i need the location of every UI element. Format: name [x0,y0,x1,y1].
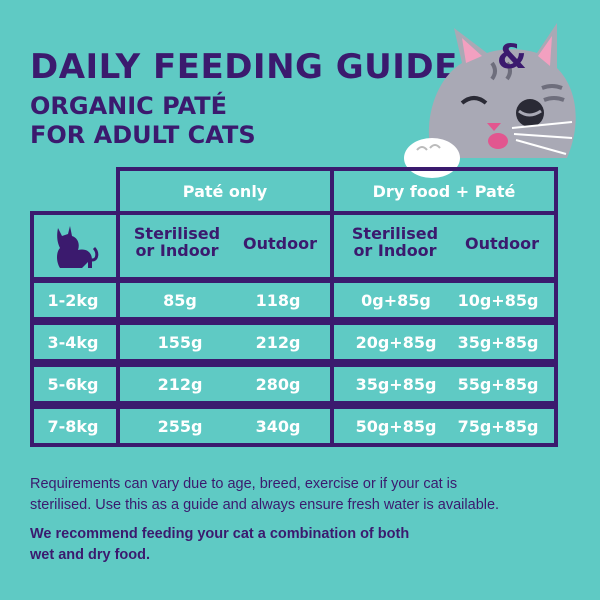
subheader-dry-sterilised: Sterilised or Indoor [340,224,450,260]
table-cell: 20g+85g [355,333,437,352]
table-cell: 212g [157,375,203,394]
table-cell: 212g [255,333,301,352]
note-line: Requirements can vary due to age, breed,… [30,476,458,492]
subheader-line: or Indoor [135,240,219,260]
table-cell: 85g [163,291,197,310]
page-title: DAILY FEEDING GUIDE [30,47,458,87]
subheader-pate-sterilised: Sterilised or Indoor [124,224,230,260]
subheader-line: Sterilised [133,224,221,243]
weight-label: 1-2kg [47,291,99,310]
cat-illustration: & [404,23,576,178]
table-row [30,279,558,321]
table-cell: 340g [255,417,301,436]
weight-label: 5-6kg [47,375,99,394]
table-cell: 155g [157,333,203,352]
cat-silhouette-icon [57,226,99,268]
group-header-pate-only: Paté only [116,167,334,215]
note-line: wet and dry food. [30,547,151,564]
table-cell: 35g+85g [457,333,539,352]
weight-label: 3-4kg [47,333,99,352]
table-cell: 50g+85g [355,417,437,436]
table-cell: 75g+85g [457,417,539,436]
divider [330,279,334,447]
table-cell: 35g+85g [355,375,437,394]
divider [116,279,120,447]
table-cell: 255g [157,417,203,436]
table-row [30,405,558,447]
note-requirements: Requirements can vary due to age, breed,… [30,474,570,516]
table-cell: 0g+85g [361,291,431,310]
group-header-dry-pate: Dry food + Paté [330,167,558,215]
table-cell: 10g+85g [457,291,539,310]
divider [116,211,120,281]
page-subtitle: ORGANIC PATÉ FOR ADULT CATS [30,92,256,150]
table-row [30,321,558,363]
note-line: sterilised. Use this as a guide and alwa… [30,497,500,514]
subtitle-line-1: ORGANIC PATÉ [30,92,228,120]
divider [330,211,334,281]
subheader-line: Sterilised [351,224,439,243]
weight-label: 7-8kg [47,417,99,436]
table-cell: 118g [255,291,301,310]
table-cell: 280g [255,375,301,394]
note-recommendation: We recommend feeding your cat a combinat… [30,524,570,566]
subheader-line: or Indoor [353,240,437,260]
svg-text:&: & [497,37,527,77]
table-row [30,363,558,405]
table-cell: 55g+85g [457,375,539,394]
subheader-pate-outdoor: Outdoor [243,234,317,253]
subheader-dry-outdoor: Outdoor [465,234,539,253]
subtitle-line-2: FOR ADULT CATS [30,120,256,149]
note-line: We recommend feeding your cat a combinat… [30,526,410,542]
